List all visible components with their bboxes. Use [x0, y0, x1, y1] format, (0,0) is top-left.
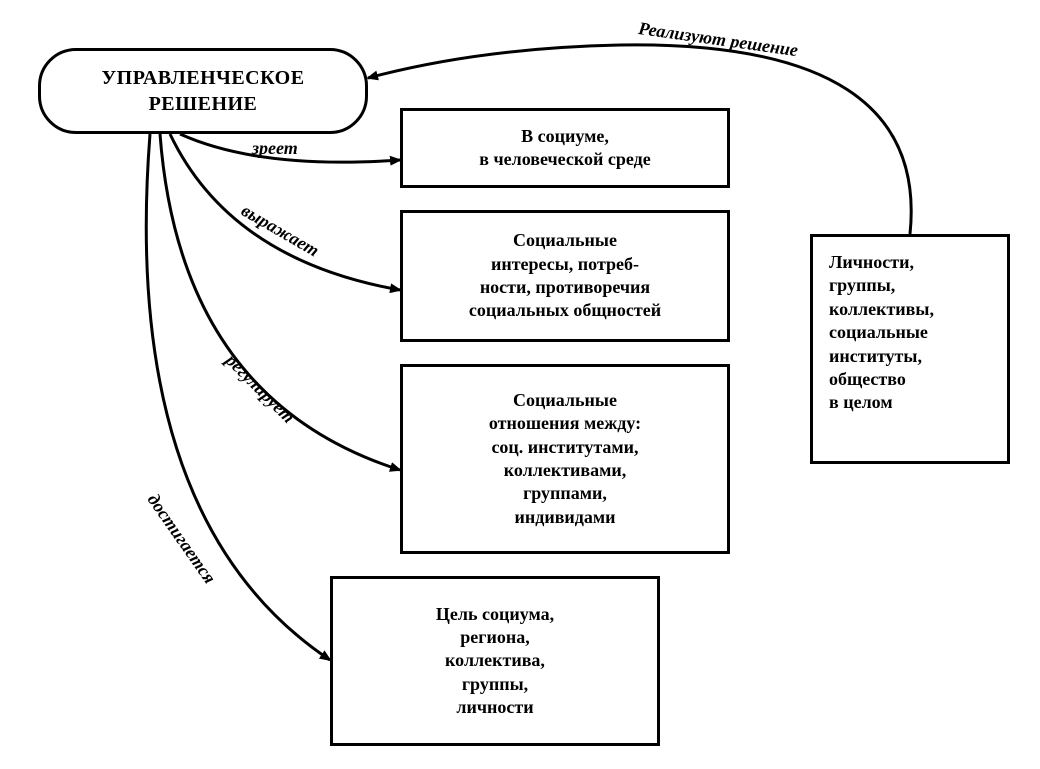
right-actors-label: Личности, группы, коллективы, социальные…: [829, 251, 934, 415]
edge-label-3: достигается: [143, 490, 220, 588]
concept-box-label: Социальные отношения между: соц. институ…: [489, 389, 641, 529]
concept-box-label: Цель социума, региона, коллектива, групп…: [436, 603, 554, 720]
concept-box-label: Социальные интересы, потреб- ности, прот…: [469, 229, 661, 323]
root-node-label: УПРАВЛЕНЧЕСКОЕ РЕШЕНИЕ: [101, 65, 304, 117]
concept-box-label: В социуме, в человеческой среде: [479, 125, 650, 172]
concept-box-1: Социальные интересы, потреб- ности, прот…: [400, 210, 730, 342]
diagram-canvas: УПРАВЛЕНЧЕСКОЕ РЕШЕНИЕ В социуме, в чело…: [0, 0, 1040, 769]
concept-box-3: Цель социума, региона, коллектива, групп…: [330, 576, 660, 746]
edge-label-2: регулирует: [221, 350, 299, 428]
edge-arrow-3: [146, 134, 330, 660]
edge-label-1: выражает: [238, 200, 323, 261]
concept-box-2: Социальные отношения между: соц. институ…: [400, 364, 730, 554]
root-node: УПРАВЛЕНЧЕСКОЕ РЕШЕНИЕ: [38, 48, 368, 134]
feedback-edge-label: Реализуют решение: [637, 18, 799, 61]
right-actors-box: Личности, группы, коллективы, социальные…: [810, 234, 1010, 464]
edge-label-0: зреет: [252, 138, 298, 159]
concept-box-0: В социуме, в человеческой среде: [400, 108, 730, 188]
